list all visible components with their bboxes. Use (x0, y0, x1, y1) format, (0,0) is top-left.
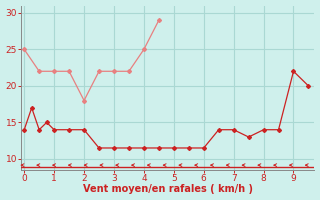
X-axis label: Vent moyen/en rafales ( km/h ): Vent moyen/en rafales ( km/h ) (83, 184, 253, 194)
